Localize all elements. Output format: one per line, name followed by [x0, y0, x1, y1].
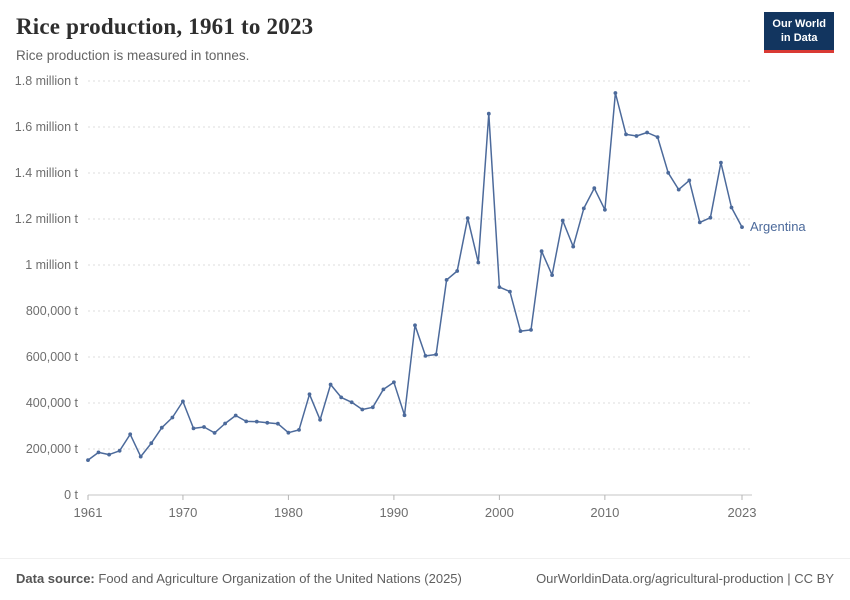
data-point[interactable] — [360, 407, 365, 412]
data-point[interactable] — [349, 400, 354, 405]
data-point[interactable] — [529, 328, 533, 332]
x-tick-label: 1970 — [168, 505, 197, 520]
footer: Data source: Food and Agriculture Organi… — [0, 558, 850, 600]
data-point[interactable] — [719, 160, 723, 165]
chart-area: 0 t 200,000 t 400,000 t 600,000 t 800,000 t 1… — [0, 65, 850, 527]
series-label-argentina: Argentina — [750, 219, 806, 234]
y-tick-label: 1 million t — [25, 258, 78, 272]
footer-link[interactable]: OurWorldinData.org/agricultural-producti… — [536, 571, 834, 586]
data-point[interactable] — [497, 285, 502, 289]
data-point[interactable] — [624, 132, 628, 137]
data-point[interactable] — [159, 425, 164, 430]
x-tick-label: 2023 — [728, 505, 757, 520]
y-tick-label: 1.8 million t — [15, 74, 79, 88]
owid-logo[interactable]: Our World in Data — [764, 12, 834, 53]
x-tick-label: 1980 — [274, 505, 303, 520]
data-point[interactable] — [455, 269, 460, 273]
data-point[interactable] — [212, 431, 217, 435]
data-point[interactable] — [655, 135, 660, 139]
page-title: Rice production, 1961 to 2023 — [16, 14, 314, 39]
data-point[interactable] — [603, 207, 607, 212]
data-point[interactable] — [138, 454, 143, 459]
data-point[interactable] — [740, 225, 744, 230]
data-point[interactable] — [244, 419, 249, 424]
data-point[interactable] — [666, 170, 671, 175]
data-point[interactable] — [550, 273, 554, 277]
data-point[interactable] — [286, 430, 291, 435]
y-tick-label: 1.6 million t — [15, 120, 79, 134]
data-point[interactable] — [729, 205, 734, 210]
data-point[interactable] — [233, 413, 238, 418]
y-tick-label: 1.2 million t — [15, 212, 79, 226]
data-point[interactable] — [265, 420, 270, 425]
data-point[interactable] — [708, 215, 713, 220]
data-point[interactable] — [539, 249, 544, 254]
data-point[interactable] — [170, 415, 175, 420]
data-point[interactable] — [413, 323, 417, 328]
data-point[interactable] — [476, 260, 481, 265]
datasource: Data source: Food and Agriculture Organi… — [16, 571, 462, 586]
data-point[interactable] — [634, 134, 639, 138]
data-point[interactable] — [392, 380, 396, 385]
data-line-argentina[interactable] — [87, 92, 743, 461]
y-tick-label: 1.4 million t — [15, 166, 79, 180]
data-point[interactable] — [297, 428, 301, 432]
data-point[interactable] — [254, 419, 259, 424]
data-point[interactable] — [687, 178, 692, 183]
owid-logo-line2: in Data — [780, 32, 818, 45]
x-tick-label: 2000 — [485, 505, 514, 520]
data-point[interactable] — [107, 452, 111, 457]
data-point[interactable] — [86, 458, 90, 462]
data-point[interactable] — [697, 220, 702, 225]
data-point[interactable] — [592, 186, 597, 191]
data-point[interactable] — [613, 91, 618, 95]
data-point[interactable] — [191, 426, 196, 431]
datasource-label: Data source: — [16, 571, 95, 586]
page-subtitle: Rice production is measured in tonnes. — [16, 48, 250, 63]
data-point[interactable] — [276, 421, 280, 426]
data-point[interactable] — [381, 387, 386, 392]
data-point[interactable] — [465, 216, 470, 221]
line-chart[interactable]: 0 t 200,000 t 400,000 t 600,000 t 800,000 t 1… — [0, 65, 850, 527]
data-point[interactable] — [423, 354, 428, 358]
data-point[interactable] — [370, 405, 375, 410]
y-tick-label: 600,000 t — [26, 350, 79, 364]
data-point[interactable] — [181, 399, 185, 404]
y-tick-label: 200,000 t — [26, 442, 79, 456]
y-tick-label: 800,000 t — [26, 304, 79, 318]
x-tick-label: 1961 — [74, 505, 103, 520]
datasource-text: Food and Agriculture Organization of the… — [98, 571, 462, 586]
data-point[interactable] — [96, 450, 101, 455]
data-point[interactable] — [444, 278, 449, 282]
data-point[interactable] — [402, 413, 407, 418]
owid-logo-line1: Our World — [772, 18, 826, 30]
data-point[interactable] — [307, 392, 312, 397]
data-point[interactable] — [581, 206, 586, 211]
data-point[interactable] — [202, 425, 206, 429]
data-point[interactable] — [117, 448, 122, 453]
data-point[interactable] — [508, 289, 512, 294]
header: Rice production, 1961 to 2023 Rice produ… — [0, 0, 850, 63]
data-point[interactable] — [486, 111, 491, 116]
data-point[interactable] — [339, 395, 344, 400]
data-point[interactable] — [571, 244, 576, 249]
data-point[interactable] — [328, 382, 333, 387]
y-tick-label: 400,000 t — [26, 396, 79, 410]
data-point[interactable] — [128, 432, 133, 437]
data-point[interactable] — [676, 187, 681, 192]
data-point[interactable] — [560, 218, 565, 223]
data-point[interactable] — [518, 329, 523, 333]
x-tick-label: 1990 — [379, 505, 408, 520]
data-point[interactable] — [434, 352, 438, 357]
x-tick-label: 2010 — [590, 505, 619, 520]
y-tick-label: 0 t — [64, 488, 78, 502]
data-point[interactable] — [645, 130, 649, 135]
data-point[interactable] — [223, 421, 228, 426]
data-point[interactable] — [318, 417, 322, 422]
data-point[interactable] — [149, 441, 154, 446]
